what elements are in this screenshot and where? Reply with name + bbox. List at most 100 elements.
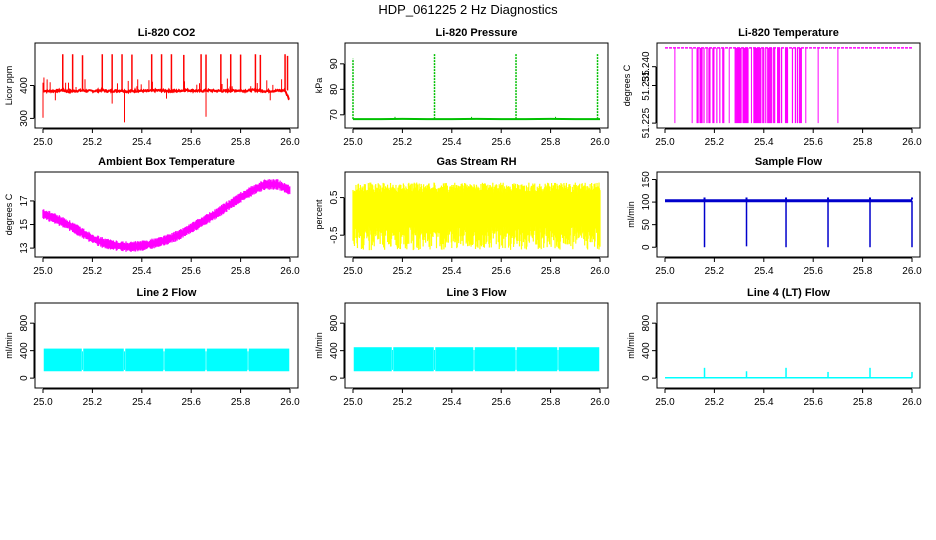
x-tick-label: 25.0 xyxy=(33,397,53,408)
y-axis-label: percent xyxy=(314,199,324,230)
plot-frame xyxy=(656,42,921,129)
x-tick-label: 25.4 xyxy=(754,397,774,408)
x-tick-label: 25.4 xyxy=(132,137,152,148)
x-tick-label: 25.8 xyxy=(231,137,251,148)
y-tick-label: 400 xyxy=(329,342,340,359)
plot-frame xyxy=(34,302,299,389)
chart-line4: Line 4 (LT) Flow 25.0 25.2 25.4 25.6 25.8 26.0… xyxy=(626,287,922,408)
area-band xyxy=(43,348,82,372)
x-tick-label: 25.4 xyxy=(754,266,774,277)
area-band xyxy=(474,347,516,372)
chart-line3: Line 3 Flow 25.0 25.2 25.4 25.6 25.8 26.0 0 400 8… xyxy=(314,287,610,408)
plot-frame xyxy=(656,171,921,258)
data-layer xyxy=(43,348,290,372)
y-tick-label: 0 xyxy=(19,375,30,381)
x-tick-label: 26.0 xyxy=(280,137,300,148)
chart-title: Line 2 Flow xyxy=(137,287,197,299)
x-tick-label: 26.0 xyxy=(590,137,610,148)
y-tick-label: 400 xyxy=(19,77,30,94)
x-tick-label: 25.4 xyxy=(132,397,152,408)
y-tick-label: 70 xyxy=(329,109,340,121)
plot-frame xyxy=(344,302,609,389)
x-tick-label: 25.8 xyxy=(541,266,561,277)
x-tick-label: 25.2 xyxy=(83,137,103,148)
y-tick-label: -0.5 xyxy=(329,226,340,244)
data-layer xyxy=(665,47,912,124)
chart-title: Li-820 Pressure xyxy=(436,27,518,39)
page-title: HDP_061225 2 Hz Diagnostics xyxy=(378,2,558,17)
plot-frame xyxy=(656,302,921,389)
x-tick-label: 25.8 xyxy=(853,397,873,408)
y-tick-label: 400 xyxy=(19,342,30,359)
y-axis-label: degrees C xyxy=(4,193,14,235)
y-tick-label: 51.240 xyxy=(641,51,652,82)
y-tick-label: 15 xyxy=(19,219,30,231)
y-tick-label: 800 xyxy=(19,314,30,331)
y-tick-label: 51.225 xyxy=(641,107,652,138)
x-tick-label: 25.4 xyxy=(754,137,774,148)
data-layer xyxy=(665,197,913,248)
x-tick-label: 25.2 xyxy=(393,266,413,277)
data-layer xyxy=(352,182,601,251)
area-band xyxy=(248,348,290,372)
y-tick-label: 90 xyxy=(329,58,340,70)
x-tick-label: 25.2 xyxy=(393,397,413,408)
x-tick-label: 25.0 xyxy=(33,266,53,277)
y-tick-label: 0 xyxy=(641,375,652,381)
x-tick-label: 26.0 xyxy=(590,397,610,408)
area-band xyxy=(558,347,600,372)
plot-frame xyxy=(344,42,609,129)
chart-title: Li-820 Temperature xyxy=(738,27,839,39)
area-band xyxy=(164,348,206,372)
chart-rh: Gas Stream RH 25.0 25.2 25.4 25.6 25.8 26.0 -0.… xyxy=(314,156,610,277)
y-tick-label: 13 xyxy=(19,242,30,254)
y-tick-label: 17 xyxy=(19,195,30,207)
x-tick-label: 25.0 xyxy=(655,137,675,148)
y-tick-label: 800 xyxy=(329,314,340,331)
y-tick-label: 400 xyxy=(641,342,652,359)
area-band xyxy=(435,347,474,372)
plot-frame xyxy=(344,171,609,258)
x-tick-label: 25.8 xyxy=(853,266,873,277)
data-layer xyxy=(42,179,291,252)
x-tick-label: 25.8 xyxy=(541,397,561,408)
x-tick-label: 25.0 xyxy=(343,137,363,148)
chart-line2: Line 2 Flow 25.0 25.2 25.4 25.6 25.8 26.0 0 400 8… xyxy=(4,287,300,408)
x-tick-label: 26.0 xyxy=(590,266,610,277)
area-band xyxy=(83,348,124,372)
chart-pressure: Li-820 Pressure 25.0 25.2 25.4 25.6 25.8 26.0 7… xyxy=(314,27,610,148)
area-band xyxy=(393,347,434,372)
chart-licor_temp: Li-820 Temperature 25.0 25.2 25.4 25.6 25.8 26… xyxy=(622,27,922,148)
x-tick-label: 25.4 xyxy=(442,397,462,408)
x-tick-label: 25.2 xyxy=(83,266,103,277)
area-band xyxy=(353,347,392,372)
area-band xyxy=(125,348,164,372)
chart-title: Gas Stream RH xyxy=(436,156,516,168)
x-tick-label: 25.2 xyxy=(393,137,413,148)
y-axis-label: ml/min xyxy=(314,332,324,359)
y-tick-label: 0 xyxy=(329,375,340,381)
x-tick-label: 26.0 xyxy=(280,266,300,277)
y-tick-label: 80 xyxy=(329,83,340,95)
x-tick-label: 25.6 xyxy=(181,397,201,408)
y-tick-label: 150 xyxy=(641,171,652,188)
x-tick-label: 26.0 xyxy=(280,397,300,408)
y-axis-label: degrees C xyxy=(622,64,632,106)
x-tick-label: 25.4 xyxy=(132,266,152,277)
chart-title: Sample Flow xyxy=(755,156,823,168)
data-layer xyxy=(42,54,290,123)
chart-ambient: Ambient Box Temperature 25.0 25.2 25.4 25.6 2… xyxy=(4,156,300,277)
x-tick-label: 25.6 xyxy=(491,137,511,148)
x-tick-label: 25.8 xyxy=(231,397,251,408)
y-tick-label: 0.5 xyxy=(329,190,340,204)
chart-co2: Li-820 CO2 25.0 25.2 25.4 25.6 25.8 26.0 300 400… xyxy=(4,27,300,148)
x-tick-label: 26.0 xyxy=(902,266,922,277)
chart-title: Line 4 (LT) Flow xyxy=(747,287,830,299)
x-tick-label: 25.4 xyxy=(442,266,462,277)
chart-sample_flow: Sample Flow 25.0 25.2 25.4 25.6 25.8 26.0 0 50 10… xyxy=(626,156,922,277)
x-tick-label: 25.2 xyxy=(705,137,725,148)
chart-title: Li-820 CO2 xyxy=(138,27,195,39)
x-tick-label: 25.2 xyxy=(705,266,725,277)
y-tick-label: 300 xyxy=(19,110,30,127)
